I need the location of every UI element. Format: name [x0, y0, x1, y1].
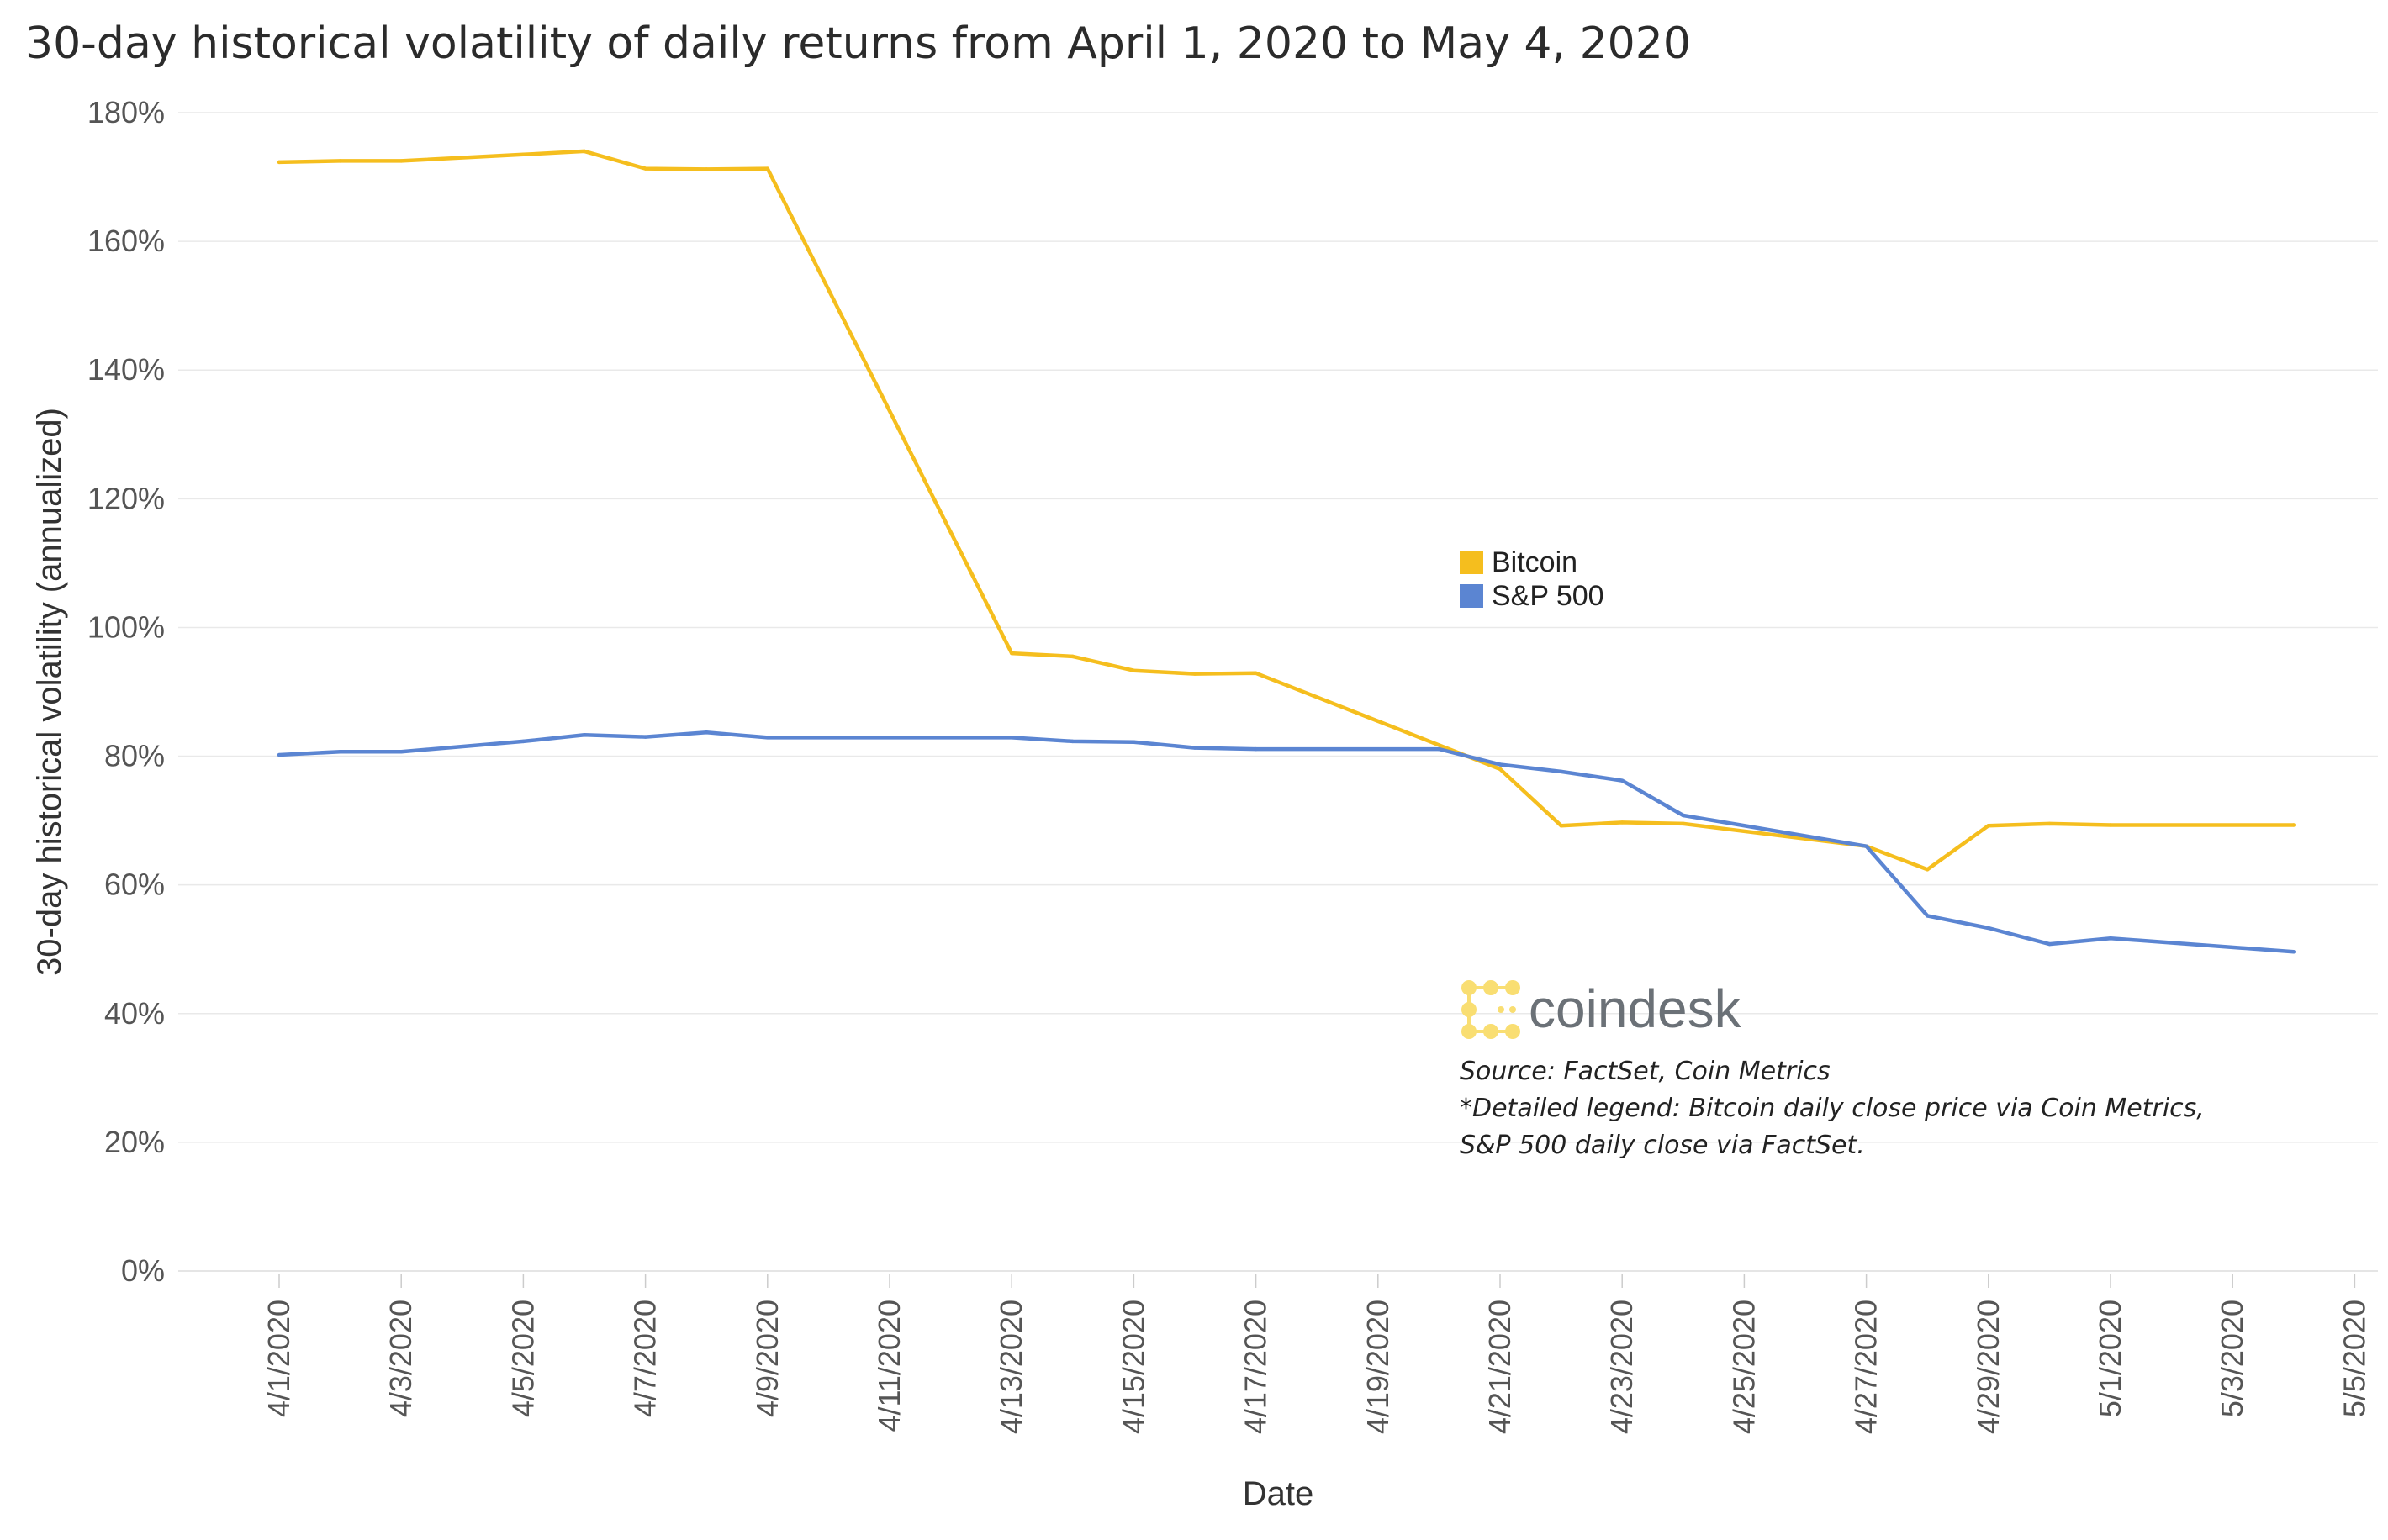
data-point-s-p-500 [643, 735, 647, 739]
data-point-bitcoin [582, 149, 587, 154]
x-tick-label: 4/5/2020 [505, 1300, 540, 1417]
data-point-s-p-500 [1437, 746, 1441, 752]
data-point-bitcoin [338, 159, 342, 163]
coindesk-logo-text: coindesk [1529, 978, 1742, 1039]
data-point-bitcoin [277, 160, 282, 165]
data-point-s-p-500 [1498, 762, 1503, 767]
gridlines [178, 112, 2378, 1272]
data-point-s-p-500 [1254, 746, 1258, 752]
x-tick-label: 4/15/2020 [1116, 1300, 1150, 1434]
x-tick-label: 4/23/2020 [1604, 1300, 1639, 1434]
x-tick-label: 4/19/2020 [1360, 1300, 1395, 1434]
series-line-bitcoin [277, 149, 2296, 872]
x-tick-label: 5/3/2020 [2215, 1300, 2249, 1417]
x-tick-label: 4/7/2020 [628, 1300, 663, 1417]
y-tick-label: 80% [104, 739, 165, 773]
data-point-s-p-500 [399, 749, 404, 754]
legend: Bitcoin S&P 500 [1460, 546, 1604, 612]
data-point-s-p-500 [1132, 740, 1136, 744]
x-tick-label: 4/3/2020 [383, 1300, 418, 1417]
series-lines [277, 149, 2296, 954]
x-tick-label: 4/27/2020 [1849, 1300, 1883, 1434]
x-axis: 4/1/2020 4/3/2020 4/5/2020 4/7/2020 4/9/2020… [178, 1270, 2378, 1434]
y-tick-label: 20% [104, 1125, 165, 1159]
data-point-bitcoin [521, 152, 526, 156]
data-point-s-p-500 [2047, 941, 2052, 947]
data-point-s-p-500 [1926, 914, 1930, 918]
x-tick-label: 4/11/2020 [872, 1300, 906, 1432]
data-point-s-p-500 [1620, 778, 1625, 783]
data-point-bitcoin [2291, 823, 2296, 827]
data-point-s-p-500 [521, 739, 526, 744]
data-point-bitcoin [399, 159, 404, 163]
y-tick-label: 40% [104, 996, 165, 1031]
legend-note-line-2: S&P 500 daily close via FactSet. [1460, 1131, 1865, 1160]
data-point-s-p-500 [1681, 813, 1686, 818]
y-axis: 0% 20% 40% 60% 80% 100% 120% 140% 160% 180% [87, 95, 165, 1288]
y-axis-label: 30-day historical volatility (annualized… [31, 408, 68, 976]
data-point-bitcoin [1192, 672, 1197, 676]
data-point-s-p-500 [1559, 769, 1563, 774]
y-tick-label: 0% [121, 1253, 165, 1288]
data-point-bitcoin [1559, 824, 1563, 828]
y-tick-label: 60% [104, 868, 165, 902]
data-point-s-p-500 [582, 733, 587, 737]
x-axis-label: Date [1243, 1475, 1314, 1512]
legend-swatch-sp500 [1460, 584, 1483, 608]
data-point-s-p-500 [1192, 746, 1197, 750]
data-point-bitcoin [2047, 821, 2052, 826]
coindesk-logo: coindesk [1461, 978, 1742, 1039]
x-tick-label: 4/1/2020 [262, 1300, 296, 1417]
data-point-bitcoin [643, 166, 647, 171]
data-point-bitcoin [1254, 671, 1258, 675]
legend-note-line-1: *Detailed legend: Bitcoin daily close pr… [1460, 1094, 2205, 1123]
y-tick-label: 180% [87, 95, 165, 129]
data-point-s-p-500 [2291, 950, 2296, 954]
data-point-bitcoin [1681, 821, 1686, 826]
y-tick-label: 160% [87, 224, 165, 258]
y-tick-label: 120% [87, 481, 165, 515]
legend-swatch-bitcoin [1460, 551, 1483, 574]
data-point-bitcoin [1986, 824, 1990, 828]
x-tick-label: 5/5/2020 [2337, 1300, 2371, 1417]
data-point-bitcoin [705, 167, 709, 171]
source-note: Source: FactSet, Coin Metrics [1460, 1057, 1831, 1086]
data-point-s-p-500 [2108, 936, 2113, 941]
data-point-bitcoin [2108, 823, 2113, 827]
data-point-bitcoin [1620, 820, 1625, 825]
y-tick-label: 140% [87, 352, 165, 387]
coindesk-logo-icon [1461, 980, 1520, 1039]
data-point-bitcoin [1010, 651, 1014, 656]
data-point-s-p-500 [1010, 736, 1014, 740]
data-point-s-p-500 [1070, 739, 1075, 744]
x-tick-label: 4/29/2020 [1971, 1300, 2005, 1434]
x-tick-label: 4/25/2020 [1726, 1300, 1761, 1434]
data-point-bitcoin [1926, 868, 1930, 872]
series-line-s-p-500 [277, 730, 2296, 954]
x-tick-label: 4/21/2020 [1482, 1300, 1517, 1434]
legend-label-sp500: S&P 500 [1492, 580, 1604, 612]
data-point-s-p-500 [705, 730, 709, 735]
data-point-s-p-500 [277, 752, 282, 757]
data-point-bitcoin [1498, 767, 1503, 772]
x-tick-label: 5/1/2020 [2093, 1300, 2127, 1417]
legend-label-bitcoin: Bitcoin [1492, 546, 1577, 578]
chart-title: 30-day historical volatility of daily re… [25, 18, 1691, 69]
data-point-bitcoin [1132, 668, 1136, 672]
data-point-s-p-500 [1864, 844, 1868, 848]
data-point-s-p-500 [338, 749, 342, 754]
data-point-bitcoin [1070, 654, 1075, 659]
x-tick-label: 4/13/2020 [994, 1300, 1028, 1434]
data-point-s-p-500 [1986, 926, 1990, 931]
y-tick-label: 100% [87, 609, 165, 644]
data-point-bitcoin [765, 166, 769, 171]
x-tick-label: 4/17/2020 [1239, 1300, 1273, 1434]
data-point-s-p-500 [765, 736, 769, 740]
x-tick-label: 4/9/2020 [750, 1300, 785, 1417]
